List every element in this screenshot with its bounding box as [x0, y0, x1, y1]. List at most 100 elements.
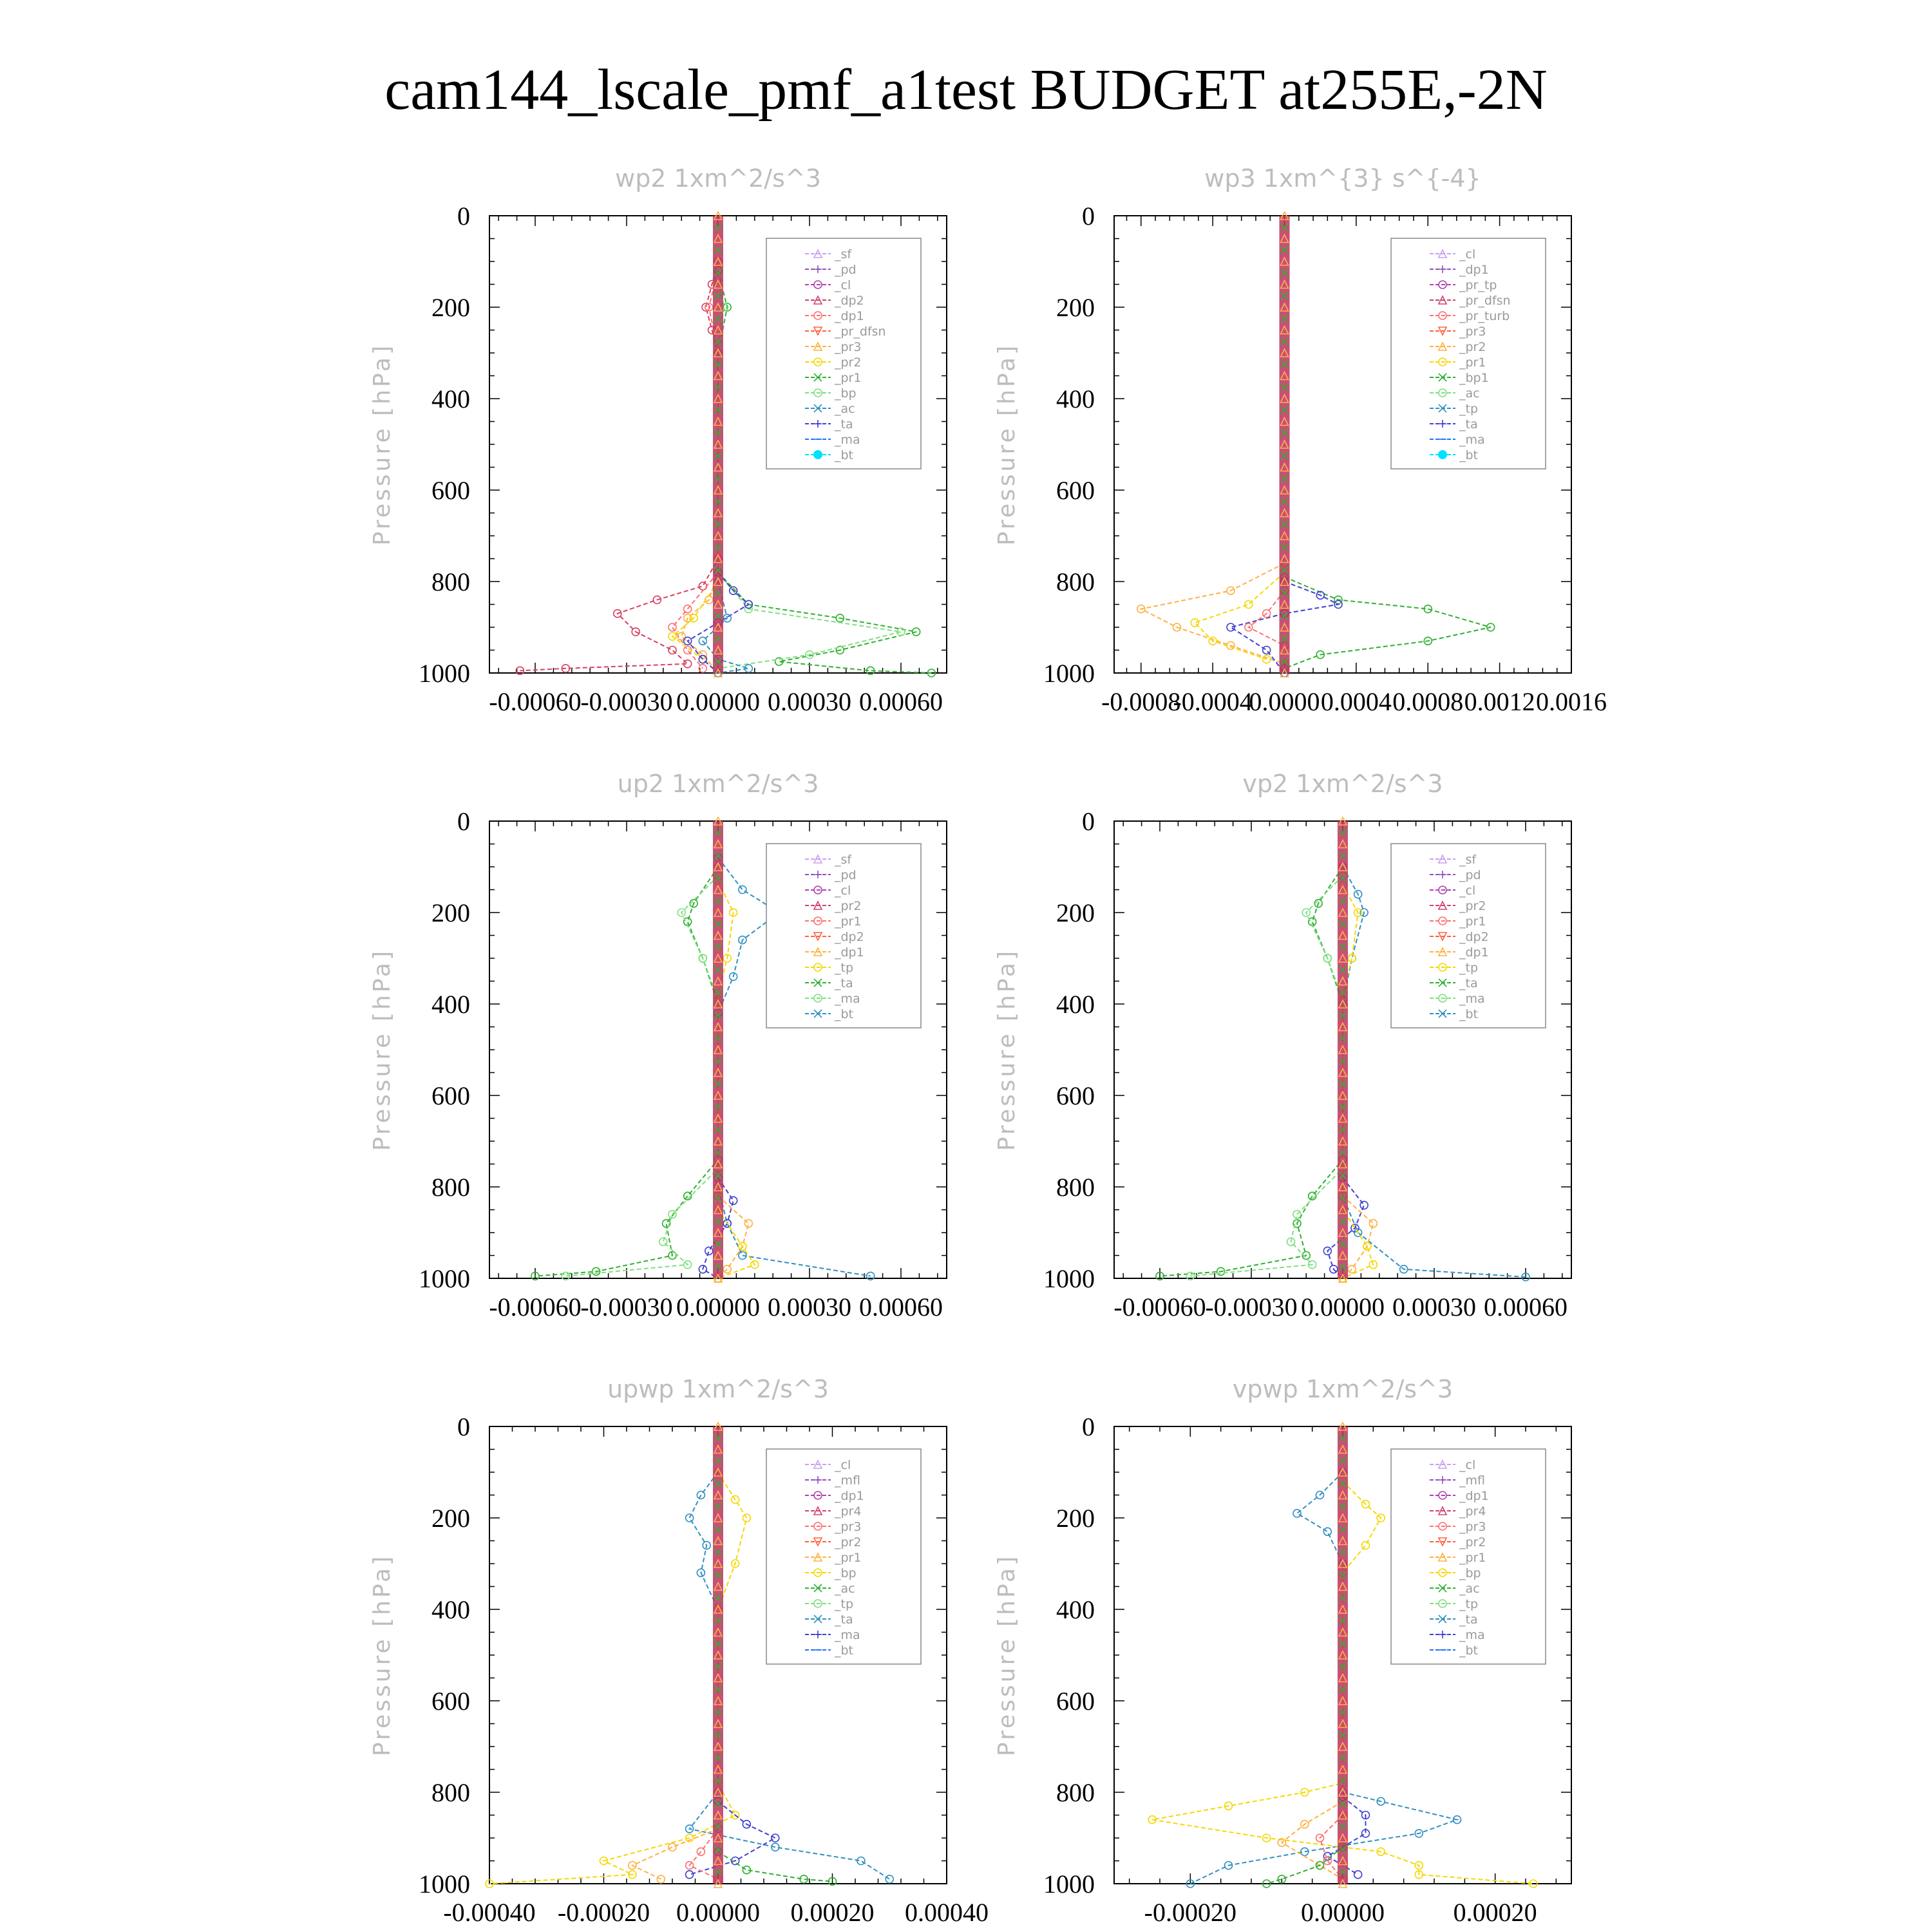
x-tick-label: -0.00020	[1144, 1898, 1236, 1927]
y-tick-label: 0	[457, 1412, 470, 1441]
legend-entry: _bp	[1459, 1566, 1481, 1580]
series-point	[1224, 1861, 1233, 1870]
legend-entry: _pr1	[834, 1551, 861, 1565]
zero-marker	[1338, 1593, 1347, 1602]
x-tick-label: -0.00060	[1113, 1293, 1206, 1321]
legend-entry: _dp1	[1459, 945, 1489, 960]
legend-entry: _mfl	[1459, 1473, 1485, 1488]
zero-marker	[713, 1136, 723, 1146]
legend-marker	[813, 249, 823, 258]
zero-marker	[1338, 1741, 1348, 1751]
zero-marker	[1338, 1730, 1347, 1739]
series-point	[1376, 1797, 1385, 1806]
series-point	[738, 1251, 747, 1260]
zero-marker	[1338, 1548, 1347, 1557]
series-bp	[714, 1847, 837, 1886]
series-point	[1300, 1788, 1309, 1797]
zero-marker	[1338, 1159, 1348, 1169]
zero-marker	[1280, 256, 1289, 266]
zero-marker	[713, 531, 723, 540]
zero-marker	[1338, 907, 1348, 917]
zero-marker	[1280, 393, 1289, 403]
legend-marker	[813, 327, 823, 336]
series-point	[742, 1819, 752, 1829]
series-dp1	[561, 871, 723, 1281]
zero-marker	[1280, 337, 1289, 346]
series-point	[1423, 604, 1433, 614]
zero-marker	[714, 1262, 723, 1271]
series-line	[688, 1828, 719, 1880]
y-tick-label: 200	[431, 293, 470, 322]
zero-marker	[1338, 1273, 1348, 1283]
page-title: cam144_lscale_pmf_a1test BUDGET at255E,-…	[384, 58, 1548, 122]
legend-entry: _ma	[1459, 992, 1485, 1006]
zero-marker	[713, 1604, 723, 1614]
series-point	[612, 609, 622, 618]
legend-entry: _pr_tp	[1459, 278, 1497, 292]
series-point	[723, 1264, 732, 1274]
zero-marker	[1280, 370, 1289, 381]
legend-entry: _dp1	[834, 309, 864, 323]
legend-marker	[813, 1599, 822, 1608]
zero-marker	[1338, 1090, 1348, 1100]
zero-marker	[714, 851, 723, 860]
legend-marker	[1439, 265, 1446, 273]
series-line	[1190, 875, 1343, 1277]
legend-marker	[813, 280, 822, 289]
series-point	[561, 1271, 571, 1281]
series-line	[1319, 1814, 1343, 1880]
zero-marker	[1280, 383, 1289, 392]
legend-marker	[1437, 1537, 1448, 1547]
series-point	[744, 664, 753, 673]
legend-entry: _ta	[1459, 976, 1478, 990]
y-tick-label: 400	[1056, 1595, 1095, 1624]
legend-marker	[1438, 886, 1447, 895]
zero-marker	[1280, 245, 1289, 254]
legend-entry: _dp2	[834, 294, 864, 308]
series-bp1	[1280, 573, 1495, 673]
zero-marker	[714, 1034, 723, 1043]
zero-marker	[1338, 953, 1348, 963]
zero-marker	[1338, 942, 1347, 951]
y-tick-label: 600	[431, 1687, 470, 1716]
series-point	[774, 657, 784, 667]
series-point	[652, 595, 662, 605]
series-point	[1226, 586, 1235, 596]
zero-marker	[713, 622, 723, 632]
zero-marker	[1280, 668, 1289, 677]
series-point	[685, 1861, 694, 1870]
zero-marker	[1338, 1776, 1347, 1785]
series-line	[1284, 576, 1491, 669]
series-point	[628, 1870, 637, 1879]
legend-entry: _bt	[1459, 1007, 1478, 1021]
series-point	[1376, 1513, 1385, 1522]
legend-entry: _ac	[834, 1582, 855, 1596]
series-point	[698, 954, 708, 963]
y-tick-label: 200	[1056, 1504, 1095, 1533]
zero-marker	[714, 1434, 723, 1443]
series-point	[683, 613, 692, 623]
zero-marker	[1338, 1057, 1347, 1066]
legend-marker	[1438, 916, 1447, 925]
series-point	[628, 1861, 637, 1870]
zero-band	[713, 216, 723, 673]
legend-entry: _pr3	[834, 340, 861, 354]
legend-marker	[1439, 871, 1446, 878]
zero-marker	[713, 1444, 723, 1454]
series-line	[717, 270, 932, 674]
legend-marker	[813, 1506, 823, 1515]
legend-entry: _ma	[834, 433, 860, 447]
zero-marker	[713, 507, 723, 518]
series-point	[1172, 623, 1182, 632]
series-point	[485, 1879, 494, 1888]
zero-marker	[1280, 233, 1289, 243]
legend-marker	[813, 311, 822, 320]
x-tick-label: 0.00000	[1301, 1293, 1385, 1321]
zero-marker	[714, 657, 723, 666]
series-line	[1159, 866, 1343, 1277]
series-point	[1224, 1801, 1233, 1811]
zero-marker	[1338, 1868, 1347, 1877]
legend-marker	[1438, 963, 1447, 972]
zero-marker	[714, 337, 723, 346]
series-point	[744, 600, 753, 609]
